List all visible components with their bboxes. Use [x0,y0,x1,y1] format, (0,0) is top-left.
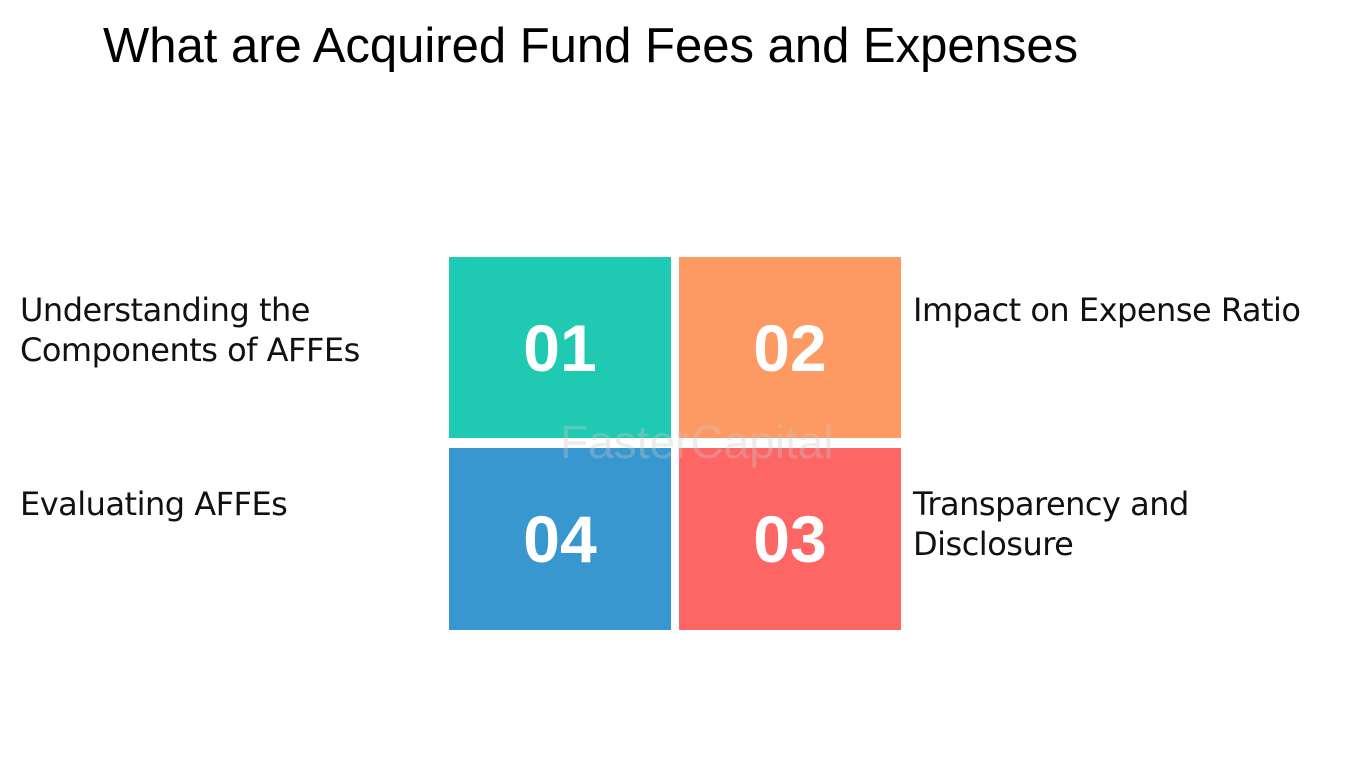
label-line: Understanding the [20,291,310,329]
label-line: Impact on Expense Ratio [913,291,1301,329]
watermark: FasterCapital [560,416,834,468]
label-line: Components of AFFEs [20,331,360,369]
number-tile: 04 [449,448,671,630]
label-line: Evaluating AFFEs [20,485,288,523]
number-tile: 03 [679,448,901,630]
tile-label: Impact on Expense Ratio [913,290,1301,330]
tile-label: Evaluating AFFEs [20,484,288,524]
number-tile: 01 [449,257,671,438]
label-line: Disclosure [913,525,1074,563]
label-line: Transparency and [913,485,1189,523]
number-tile: 02 [679,257,901,438]
title: What are Acquired Fund Fees and Expenses [103,19,1079,73]
tile-label: Understanding the Components of AFFEs [20,290,360,370]
tile-label: Transparency and Disclosure [913,484,1189,564]
